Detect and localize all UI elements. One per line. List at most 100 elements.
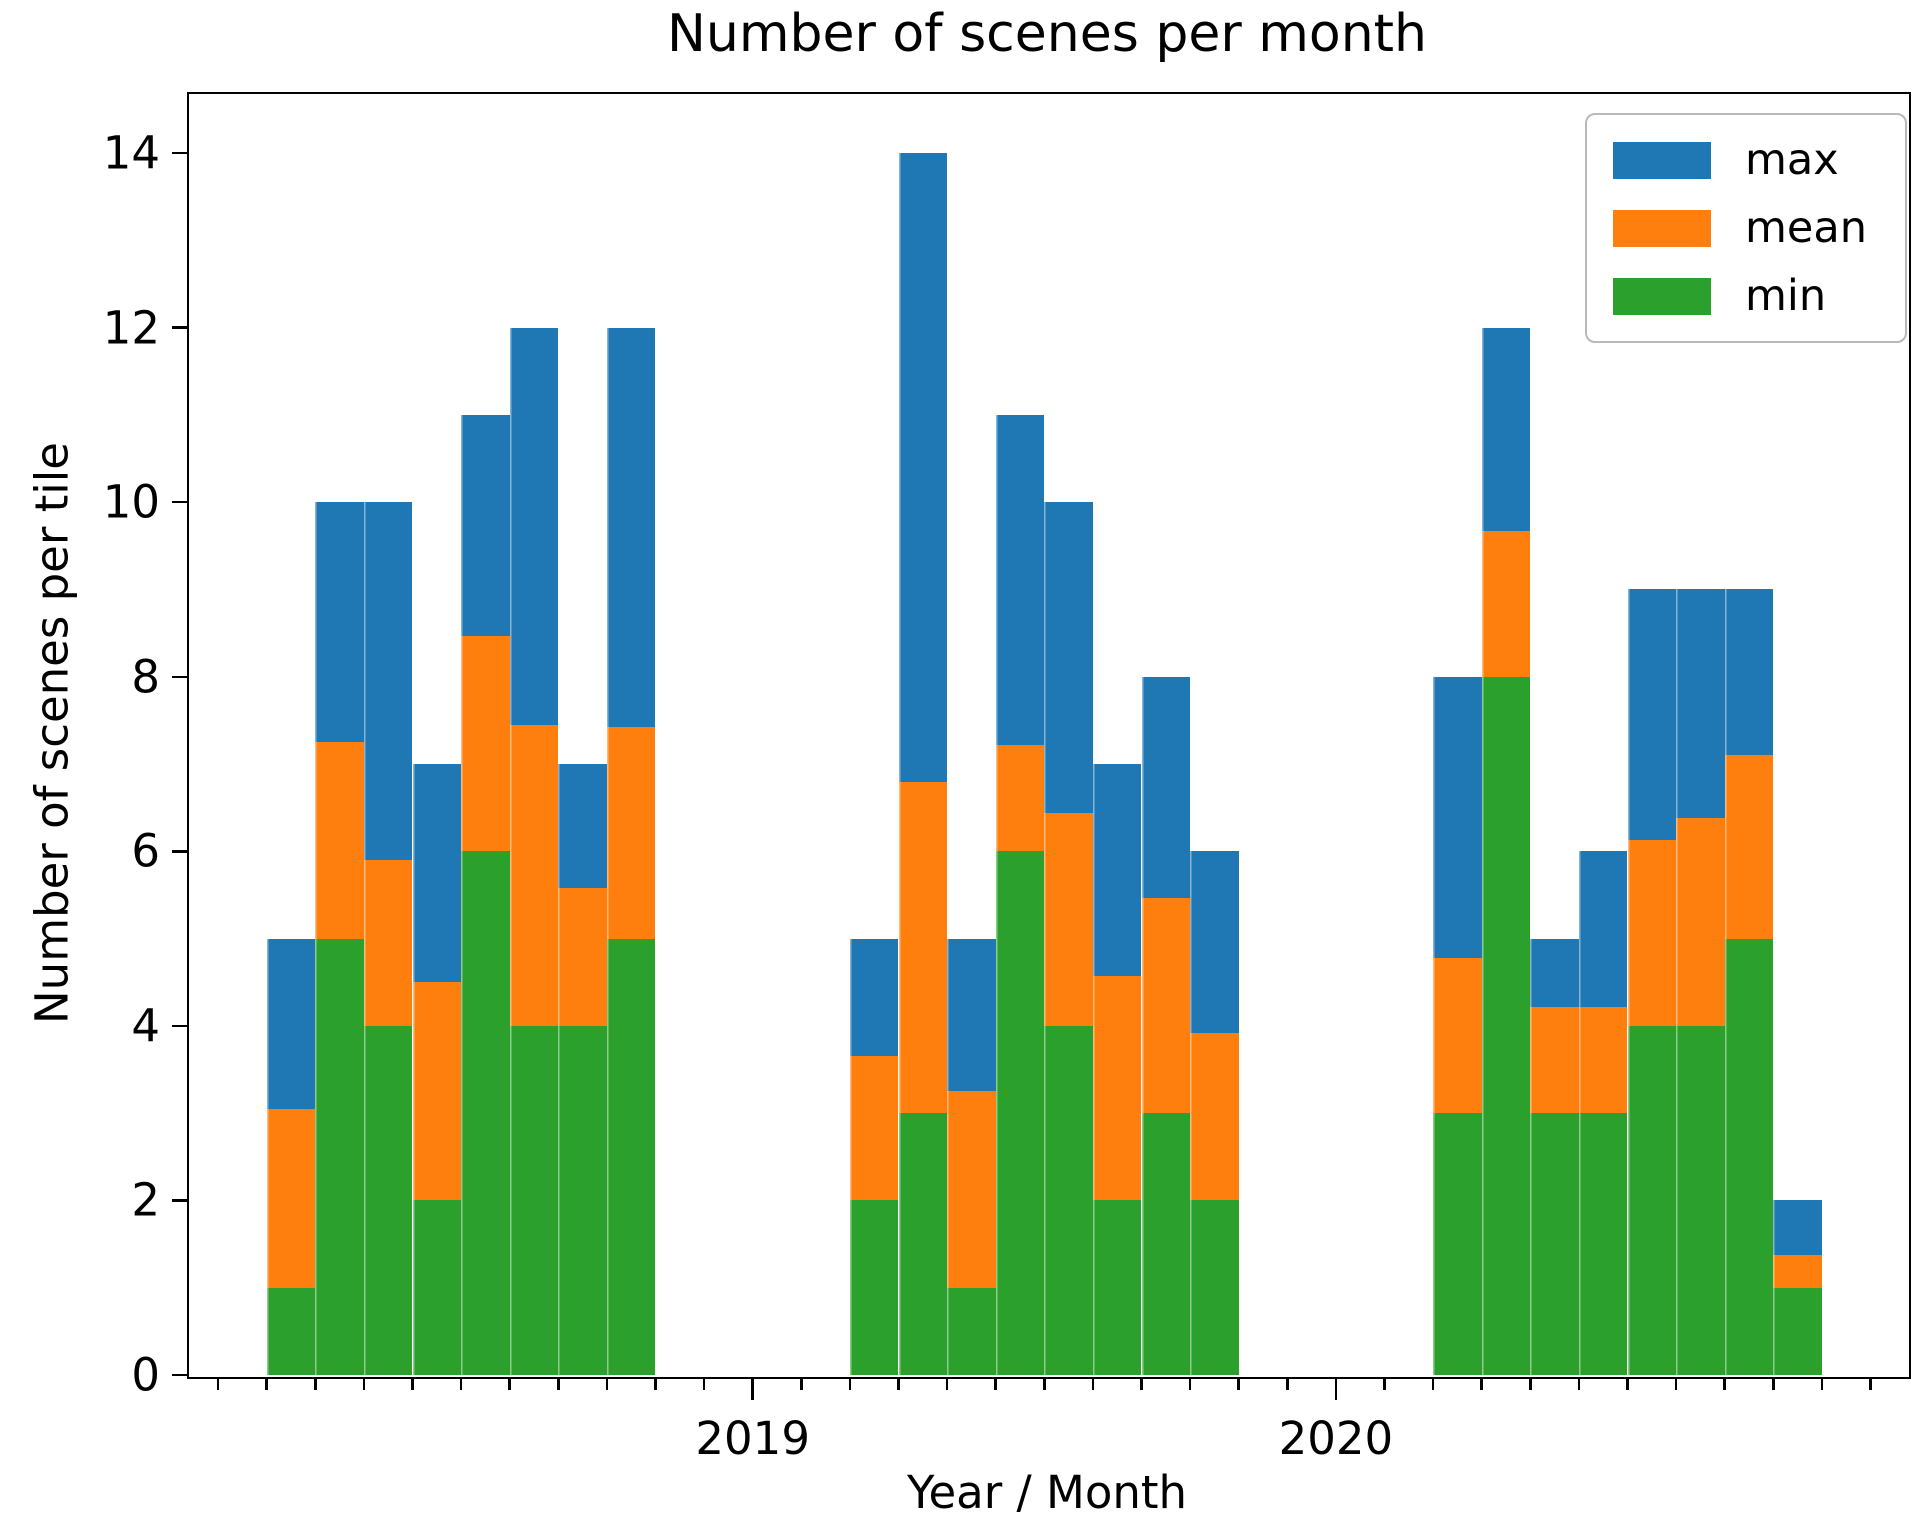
bar-segment-max <box>1773 1200 1822 1256</box>
bar-segment-min <box>606 938 656 1375</box>
x-minor-tick-mark <box>848 1377 852 1390</box>
bar-segment-max <box>995 414 1045 745</box>
bar-segment-mean <box>1433 957 1482 1114</box>
bar-segment-max <box>947 938 996 1092</box>
x-minor-tick-mark <box>1577 1377 1581 1390</box>
x-minor-tick-mark <box>945 1377 949 1390</box>
x-minor-tick-mark <box>1043 1377 1046 1390</box>
legend-swatch-max <box>1613 141 1711 179</box>
bar-segment-min <box>1773 1287 1822 1375</box>
bar-segment-min <box>1530 1113 1579 1375</box>
bar-segment-max <box>1724 589 1774 756</box>
bar-segment-mean <box>412 982 462 1201</box>
bar-segment-mean <box>1676 818 1725 1026</box>
bar-segment-mean <box>315 742 364 939</box>
x-minor-tick-mark <box>1772 1377 1775 1390</box>
bar-segment-max <box>315 502 364 743</box>
bar-segment-max <box>558 764 607 888</box>
x-minor-tick-mark <box>411 1377 414 1390</box>
legend-swatch-min <box>1613 277 1711 315</box>
x-axis-label: Year / Month <box>906 1466 1188 1519</box>
x-minor-tick-mark <box>1140 1377 1143 1390</box>
bar-segment-mean <box>849 1056 899 1201</box>
y-tick-mark <box>172 675 187 679</box>
legend-label: mean <box>1745 203 1867 253</box>
y-tick-label: 8 <box>131 650 160 704</box>
bar-segment-mean <box>266 1108 316 1288</box>
bar-segment-max <box>1141 676 1191 898</box>
bar-segment-min <box>315 938 364 1375</box>
legend-swatch-mean <box>1613 209 1711 247</box>
bar-segment-min <box>1627 1025 1677 1375</box>
bar-segment-mean <box>1578 1006 1628 1114</box>
x-minor-tick-mark <box>1869 1377 1872 1390</box>
bar-segment-max <box>1627 589 1677 840</box>
bar-segment-mean <box>1724 755 1774 939</box>
bar-segment-max <box>1676 589 1725 819</box>
x-minor-tick-mark <box>362 1377 366 1390</box>
y-tick-mark <box>172 1199 187 1202</box>
bar-segment-max <box>898 153 948 782</box>
bar-segment-mean <box>1627 839 1677 1026</box>
x-minor-tick-mark <box>1431 1377 1435 1390</box>
x-minor-tick-mark <box>1188 1377 1192 1390</box>
x-minor-tick-mark <box>216 1377 220 1390</box>
bar-segment-min <box>509 1025 559 1375</box>
x-minor-tick-mark <box>557 1377 560 1390</box>
legend: max mean min <box>1585 113 1907 343</box>
bar-segment-mean <box>1092 976 1142 1201</box>
y-tick-label: 14 <box>102 126 160 180</box>
bar-segment-min <box>461 851 510 1375</box>
y-tick-mark <box>172 151 187 155</box>
x-tick-label: 2020 <box>1278 1412 1394 1465</box>
bar-segment-min <box>1092 1200 1142 1375</box>
bar-segment-min <box>1141 1113 1191 1375</box>
bar-segment-max <box>1092 764 1142 977</box>
x-minor-tick-mark <box>1626 1377 1629 1390</box>
bar-segment-min <box>1481 676 1531 1375</box>
legend-entry: min <box>1613 271 1905 321</box>
bar-segment-mean <box>509 724 559 1026</box>
bar-segment-mean <box>1190 1032 1239 1201</box>
y-tick-mark <box>172 1024 187 1028</box>
legend-entry: mean <box>1613 203 1905 253</box>
legend-label: max <box>1745 135 1839 185</box>
bar-segment-mean <box>1530 1006 1579 1114</box>
x-minor-tick-mark <box>314 1377 317 1390</box>
x-minor-tick-mark <box>1383 1377 1386 1390</box>
y-tick-label: 6 <box>131 824 160 878</box>
bar-segment-min <box>1676 1025 1725 1375</box>
bar-segment-min <box>1433 1113 1482 1375</box>
bar-segment-min <box>995 851 1045 1375</box>
x-minor-tick-mark <box>994 1377 997 1390</box>
bar-segment-mean <box>898 781 948 1114</box>
x-tick-label: 2019 <box>695 1412 810 1465</box>
bar-segment-max <box>363 502 413 861</box>
bar-segment-mean <box>606 726 656 939</box>
bar-segment-max <box>1190 851 1239 1033</box>
bar-segment-min <box>1724 938 1774 1375</box>
x-major-tick-mark <box>1334 1377 1338 1400</box>
bar-segment-max <box>1433 676 1482 958</box>
bar-segment-min <box>363 1025 413 1375</box>
bar-segment-mean <box>995 744 1045 852</box>
y-tick-label: 0 <box>131 1348 160 1402</box>
y-tick-mark <box>172 1373 187 1377</box>
x-minor-tick-mark <box>897 1377 900 1390</box>
y-tick-label: 10 <box>102 475 160 529</box>
bar-segment-min <box>1578 1113 1628 1375</box>
x-minor-tick-mark <box>1723 1377 1726 1390</box>
bar-segment-mean <box>1773 1255 1822 1288</box>
bar-segment-min <box>898 1113 948 1375</box>
bar-segment-max <box>1578 851 1628 1007</box>
bar-segment-min <box>947 1287 996 1375</box>
x-minor-tick-mark <box>508 1377 511 1390</box>
x-major-tick-mark <box>751 1377 754 1400</box>
bar-segment-max <box>1044 502 1093 813</box>
bar-segment-max <box>412 764 462 983</box>
x-minor-tick-mark <box>1529 1377 1532 1390</box>
y-tick-label: 2 <box>131 1173 160 1227</box>
bar-segment-min <box>558 1025 607 1375</box>
legend-label: min <box>1745 271 1827 321</box>
